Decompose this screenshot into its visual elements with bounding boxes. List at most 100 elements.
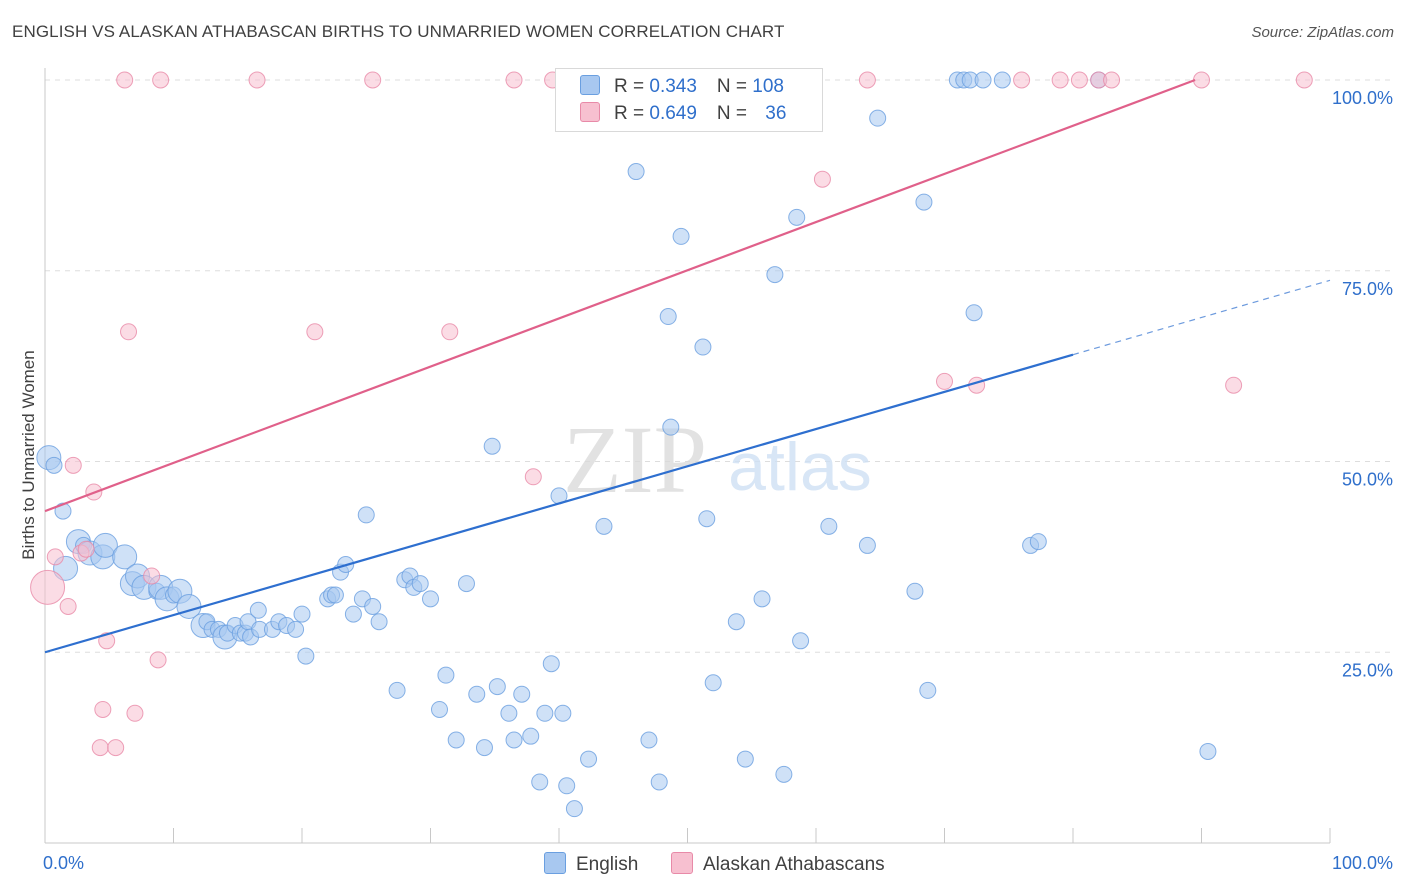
legend-item-english[interactable]: English <box>544 852 638 876</box>
alaskan-point <box>94 700 112 718</box>
alaskan-point <box>306 323 324 341</box>
english-point <box>672 227 690 245</box>
english-point <box>475 739 493 757</box>
alaskan-point <box>30 569 66 605</box>
english-point <box>736 750 754 768</box>
english-point <box>326 586 344 604</box>
english-point <box>357 506 375 524</box>
english-point <box>753 590 771 608</box>
alaskan-point <box>107 739 125 757</box>
english-point <box>505 731 523 749</box>
english-point <box>1199 742 1217 760</box>
english-point <box>650 773 668 791</box>
english-point <box>488 678 506 696</box>
english-point <box>974 71 992 89</box>
alaskan-point <box>524 468 542 486</box>
english-point <box>54 502 72 520</box>
english-point <box>1029 533 1047 551</box>
english-point <box>249 601 267 619</box>
stats-legend-alaskan: R = 0.649 N = 36 <box>580 102 786 128</box>
alaskan-point <box>441 323 459 341</box>
trend-lines-layer <box>44 78 1331 654</box>
english-point <box>727 613 745 631</box>
english-point <box>500 704 518 722</box>
english-point <box>659 308 677 326</box>
alaskan-trend-line <box>44 78 1196 513</box>
alaskan-point <box>813 170 831 188</box>
alaskan-point <box>46 548 64 566</box>
english-point <box>447 731 465 749</box>
english-point <box>698 510 716 528</box>
alaskan-point <box>64 456 82 474</box>
chart-title: ENGLISH VS ALASKAN ATHABASCAN BIRTHS TO … <box>12 22 785 41</box>
english-point <box>531 773 549 791</box>
english-point <box>915 193 933 211</box>
english-point <box>627 163 645 181</box>
english-point <box>565 800 583 818</box>
english-point <box>965 304 983 322</box>
alaskan-n-label: N = <box>716 103 753 124</box>
alaskan-point <box>149 651 167 669</box>
alaskan-point <box>936 372 953 390</box>
alaskan-point <box>505 71 523 89</box>
english-trend-extension <box>1072 279 1331 356</box>
english-point <box>869 109 887 127</box>
english-r-label: R = <box>614 76 650 97</box>
alaskan-point <box>91 739 109 757</box>
english-n-label: N = <box>716 76 753 97</box>
alaskan-point <box>143 567 161 585</box>
english-point <box>293 605 311 623</box>
english-point <box>112 544 138 570</box>
english-point <box>906 582 924 600</box>
english-point <box>558 777 576 795</box>
english-point <box>297 647 315 665</box>
english-point <box>993 71 1011 89</box>
english-point <box>422 590 439 608</box>
y-tick-label: 100.0% <box>1332 88 1393 108</box>
points-layer <box>30 71 1313 818</box>
english-swatch <box>580 75 600 95</box>
english-point <box>388 681 406 699</box>
english-point <box>919 681 937 699</box>
alaskan-point <box>126 704 144 722</box>
alaskan-point <box>1295 71 1313 89</box>
english-point <box>344 605 362 623</box>
alaskan-point <box>1013 71 1031 89</box>
alaskan-point <box>1103 71 1121 89</box>
tick-labels-layer: 25.0% 50.0% 75.0% 100.0% 0.0% 100.0% <box>43 88 1393 873</box>
english-point <box>457 575 475 593</box>
alaskan-point <box>1193 71 1210 89</box>
english-point <box>662 418 680 436</box>
alaskan-n-value: 36 <box>765 103 787 124</box>
alaskan-r-value: 0.649 <box>649 103 697 124</box>
alaskan-r-label: R = <box>614 103 650 124</box>
stats-legend-english: R = 0.343 N = 108 <box>580 75 784 101</box>
english-point <box>370 613 388 631</box>
y-tick-label: 25.0% <box>1342 660 1393 680</box>
english-point <box>430 700 448 718</box>
english-trend-line <box>44 353 1074 654</box>
english-point <box>536 704 554 722</box>
english-point <box>580 750 598 768</box>
english-point <box>554 704 572 722</box>
english-n-value: 108 <box>752 76 784 97</box>
english-point <box>640 731 658 749</box>
alaskan-legend-label: Alaskan Athabascans <box>703 854 885 875</box>
alaskan-point <box>152 71 170 89</box>
english-legend-swatch <box>544 852 566 874</box>
english-point <box>858 536 876 554</box>
english-point <box>792 632 810 650</box>
english-point <box>595 517 613 535</box>
alaskan-point <box>248 71 266 89</box>
english-point <box>775 765 793 783</box>
x-tick-label: 100.0% <box>1332 853 1393 873</box>
legend-item-alaskan[interactable]: Alaskan Athabascans <box>671 852 885 876</box>
english-point <box>411 575 429 593</box>
alaskan-legend-swatch <box>671 852 693 874</box>
alaskan-point <box>1070 71 1088 89</box>
english-point <box>468 685 486 703</box>
grid-layer <box>45 79 1392 653</box>
english-point <box>542 655 560 673</box>
alaskan-swatch <box>580 102 600 122</box>
